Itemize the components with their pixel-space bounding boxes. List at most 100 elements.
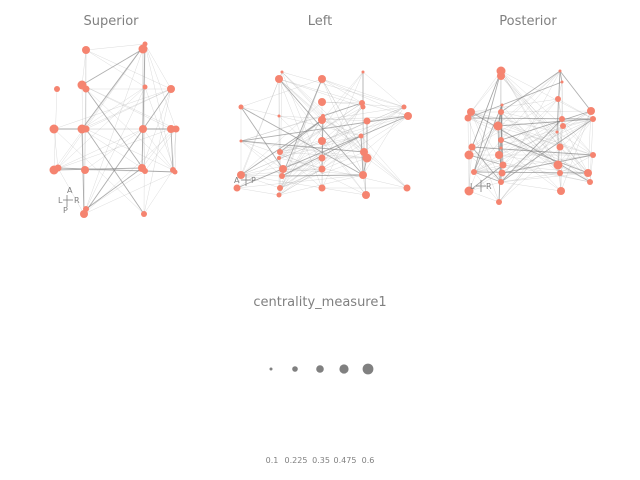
network-edge	[83, 171, 176, 215]
network-edge	[240, 71, 283, 176]
network-node	[277, 149, 283, 155]
network-node	[280, 70, 284, 74]
network-edge	[85, 128, 145, 215]
network-edge	[497, 125, 562, 192]
network-edge	[559, 154, 594, 174]
network-edge	[470, 70, 502, 113]
network-edge	[81, 48, 144, 86]
network-edge	[473, 104, 503, 173]
legend-size-label: 0.6	[362, 456, 375, 465]
network-edge	[500, 70, 564, 127]
network-edge	[322, 102, 363, 117]
network-node	[318, 116, 326, 124]
network-edge	[468, 154, 504, 166]
network-edge	[321, 78, 409, 117]
network-node	[495, 151, 503, 159]
network-edge	[278, 106, 364, 196]
size-legend: 0.1 0.225 0.35 0.475 0.6	[266, 363, 375, 465]
network-edge	[278, 115, 362, 137]
network-edge	[471, 98, 559, 148]
network-edge	[279, 168, 323, 189]
network-edge	[240, 106, 364, 176]
network-node	[233, 184, 241, 192]
network-edge	[143, 169, 174, 215]
network-edge	[500, 181, 562, 192]
network-node	[464, 150, 474, 160]
network-edge	[473, 118, 594, 173]
network-edge	[278, 157, 408, 189]
network-node	[498, 179, 504, 185]
orient-label-top: A	[67, 186, 73, 195]
network-edge	[362, 106, 405, 176]
network-edge	[279, 157, 323, 189]
network-edge	[240, 174, 367, 196]
network-node	[467, 108, 475, 116]
network-edge	[144, 43, 177, 130]
orient-label-bottom: P	[63, 206, 68, 215]
network-edge	[498, 118, 594, 203]
network-edge	[85, 86, 146, 210]
network-edge	[321, 78, 364, 176]
legend-size-dot	[339, 364, 349, 374]
network-edge	[468, 190, 500, 203]
network-edge	[281, 174, 364, 177]
network-edge	[502, 98, 559, 166]
orient-label-left: L	[470, 182, 475, 191]
network-edge	[281, 71, 323, 170]
network-edge	[501, 110, 592, 174]
network-edge	[562, 118, 594, 127]
network-edge	[240, 140, 365, 153]
network-edge	[84, 169, 176, 173]
network-node	[496, 199, 502, 205]
network-node	[362, 191, 370, 199]
network-edge	[468, 181, 502, 192]
network-node	[276, 192, 282, 198]
network-edge	[81, 84, 172, 130]
network-edge	[278, 115, 324, 196]
orient-label-right: R	[486, 182, 492, 191]
network-edge	[240, 115, 409, 142]
network-edge	[500, 172, 589, 183]
network-node	[139, 125, 147, 133]
network-edge	[144, 128, 177, 172]
network-node	[172, 169, 178, 175]
network-edge	[84, 128, 144, 171]
network-node	[277, 185, 283, 191]
network-edge	[559, 146, 591, 183]
network-edge	[279, 106, 364, 189]
network-edge	[557, 98, 594, 120]
network-edge	[279, 106, 364, 153]
legend-size-label: 0.225	[285, 456, 308, 465]
network-edge	[321, 78, 368, 159]
network-node	[499, 161, 507, 169]
network-edge	[502, 164, 589, 174]
network-edge	[240, 140, 284, 170]
network-edge	[360, 135, 367, 196]
network-edge	[467, 117, 594, 156]
network-edge	[57, 167, 85, 215]
network-edge	[81, 128, 143, 169]
edges-superior	[53, 43, 177, 215]
network-edge	[468, 70, 561, 156]
network-edge	[561, 118, 594, 156]
network-node	[239, 139, 243, 143]
network-node	[279, 173, 285, 179]
network-node	[464, 114, 472, 122]
network-edge	[279, 157, 368, 189]
network-node	[318, 137, 326, 145]
nodes-left	[233, 70, 412, 199]
network-node	[560, 123, 566, 129]
network-edge	[236, 187, 280, 196]
network-node	[82, 46, 90, 54]
network-edge	[471, 146, 594, 156]
network-edge	[587, 110, 592, 174]
network-edge	[500, 172, 561, 183]
orientation-glyph-left: A P	[234, 174, 256, 186]
network-edge	[278, 78, 409, 117]
network-edge	[468, 154, 502, 183]
network-node	[403, 184, 411, 192]
network-edge	[500, 147, 562, 192]
network-node	[172, 125, 180, 133]
network-node	[237, 171, 245, 179]
